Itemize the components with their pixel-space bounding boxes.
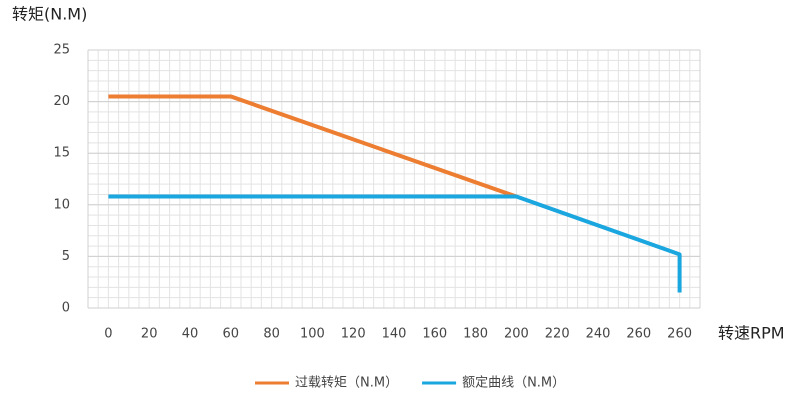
x-tick-label: 120 — [341, 327, 366, 342]
line-series — [108, 194, 682, 293]
x-tick-label: 240 — [586, 327, 611, 342]
x-tick-label: 60 — [223, 327, 240, 342]
y-tick-label: 25 — [53, 43, 70, 58]
x-tick-label: 140 — [382, 327, 407, 342]
y-tick-label: 0 — [62, 301, 70, 316]
y-tick-label: 10 — [53, 197, 70, 212]
line-series — [108, 94, 518, 199]
x-tick-label: 0 — [104, 327, 112, 342]
y-tick-label: 5 — [62, 249, 70, 264]
x-tick-label: 180 — [463, 327, 488, 342]
y-axis-title: 转矩(N.M) — [12, 5, 87, 24]
legend-label: 额定曲线（N.M） — [462, 376, 565, 391]
y-tick-label: 20 — [53, 94, 70, 109]
x-tick-label: 160 — [422, 327, 447, 342]
x-tick-label: 200 — [504, 327, 529, 342]
legend-label: 过载转矩（N.M） — [295, 376, 398, 391]
y-tick-label: 15 — [53, 146, 70, 161]
x-tick-label: 260 — [626, 327, 651, 342]
x-axis-title: 转速RPM — [718, 324, 785, 343]
x-tick-label: 260 — [667, 327, 692, 342]
x-tick-label: 100 — [300, 327, 325, 342]
x-tick-label: 80 — [263, 327, 280, 342]
x-tick-label: 20 — [141, 327, 158, 342]
x-tick-label: 220 — [545, 327, 570, 342]
x-tick-label: 40 — [182, 327, 199, 342]
